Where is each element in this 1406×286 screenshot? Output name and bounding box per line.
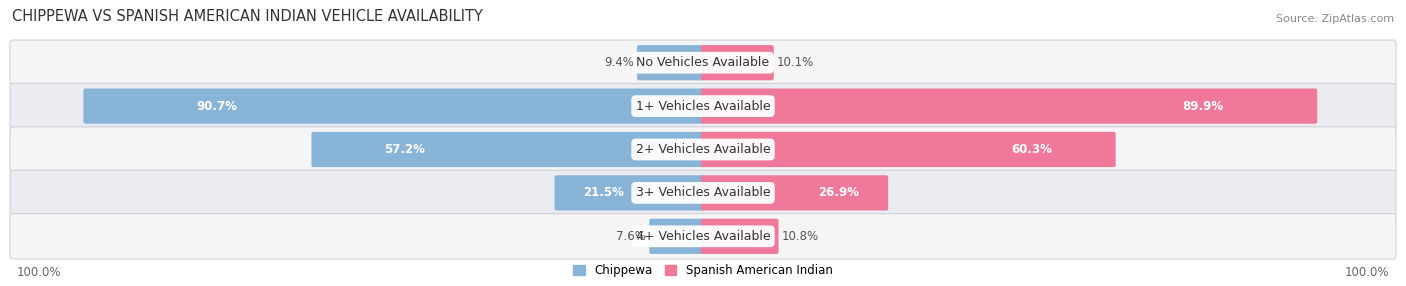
Text: 60.3%: 60.3% [1011, 143, 1052, 156]
FancyBboxPatch shape [702, 175, 889, 210]
Text: 9.4%: 9.4% [605, 56, 634, 69]
FancyBboxPatch shape [702, 45, 773, 80]
FancyBboxPatch shape [10, 170, 1396, 216]
FancyBboxPatch shape [10, 40, 1396, 86]
Text: CHIPPEWA VS SPANISH AMERICAN INDIAN VEHICLE AVAILABILITY: CHIPPEWA VS SPANISH AMERICAN INDIAN VEHI… [13, 9, 482, 24]
FancyBboxPatch shape [650, 219, 704, 254]
Text: Source: ZipAtlas.com: Source: ZipAtlas.com [1275, 14, 1393, 24]
Text: 4+ Vehicles Available: 4+ Vehicles Available [636, 230, 770, 243]
Text: 3+ Vehicles Available: 3+ Vehicles Available [636, 186, 770, 199]
Text: 7.6%: 7.6% [616, 230, 647, 243]
Text: 1+ Vehicles Available: 1+ Vehicles Available [636, 100, 770, 113]
FancyBboxPatch shape [702, 88, 1317, 124]
Text: 90.7%: 90.7% [197, 100, 238, 113]
Text: No Vehicles Available: No Vehicles Available [637, 56, 769, 69]
FancyBboxPatch shape [637, 45, 704, 80]
Text: 10.1%: 10.1% [776, 56, 814, 69]
FancyBboxPatch shape [83, 88, 704, 124]
Text: 10.8%: 10.8% [782, 230, 818, 243]
FancyBboxPatch shape [702, 132, 1115, 167]
FancyBboxPatch shape [10, 127, 1396, 172]
Legend: Chippewa, Spanish American Indian: Chippewa, Spanish American Indian [574, 264, 832, 277]
FancyBboxPatch shape [10, 214, 1396, 259]
FancyBboxPatch shape [702, 219, 779, 254]
Text: 26.9%: 26.9% [818, 186, 859, 199]
Text: 100.0%: 100.0% [1344, 265, 1389, 279]
Text: 100.0%: 100.0% [17, 265, 62, 279]
Text: 21.5%: 21.5% [583, 186, 624, 199]
Text: 57.2%: 57.2% [384, 143, 425, 156]
Text: 2+ Vehicles Available: 2+ Vehicles Available [636, 143, 770, 156]
FancyBboxPatch shape [554, 175, 704, 210]
Text: 89.9%: 89.9% [1182, 100, 1223, 113]
FancyBboxPatch shape [10, 84, 1396, 129]
FancyBboxPatch shape [312, 132, 704, 167]
